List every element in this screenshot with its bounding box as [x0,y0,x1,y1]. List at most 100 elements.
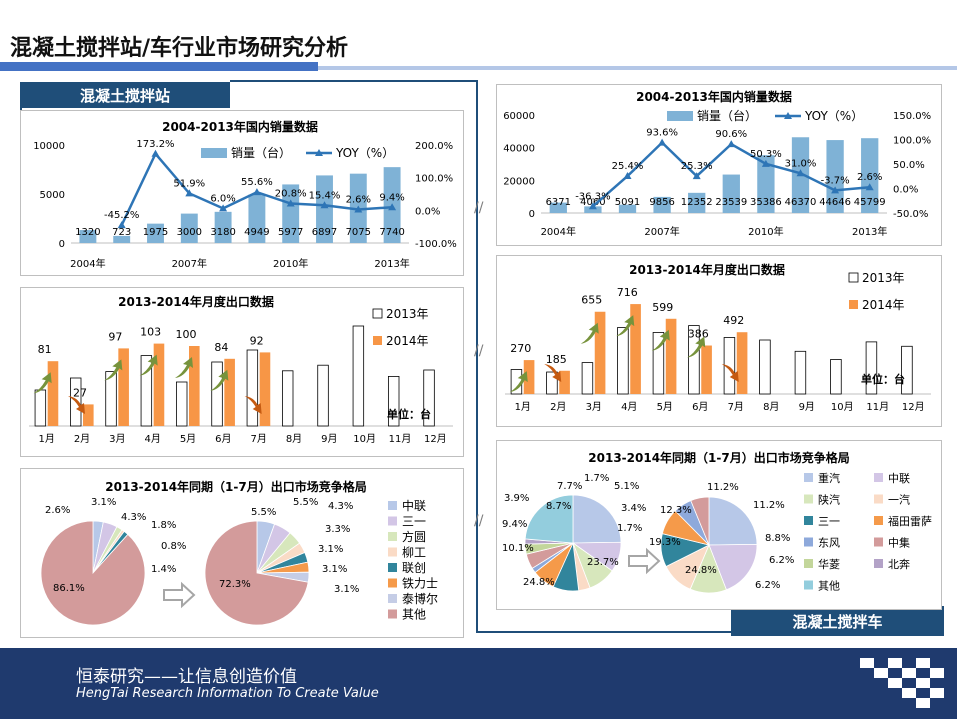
legend-label: 铁力士 [402,577,438,591]
bar-2013 [34,389,47,427]
break-mark: // [474,343,484,359]
trend-arrow-down [68,396,85,414]
yoy-value-label: 6.0% [210,193,235,204]
yoy-point [831,186,840,194]
pie-value-label: 4.3% [328,501,353,512]
bar-value-label: 81 [38,343,52,356]
bar-value-label: 12352 [681,197,713,208]
y2-tick-label: 0.0% [893,185,918,196]
y-tick-label: 20000 [503,176,535,187]
x-tick-label: 2007年 [172,257,207,270]
pie-value-label: 3.9% [504,493,529,504]
chart-title: 2004-2013年国内销量数据 [636,89,792,104]
bar-value-label: 100 [176,328,197,341]
y2-tick-label: 100.0% [415,174,453,185]
bar [113,235,131,243]
pie-value-label: 86.1% [53,583,85,594]
yoy-point [727,140,736,148]
yoy-value-label: 25.3% [681,161,713,172]
x-tick-label: 7月 [728,401,744,413]
legend-label: 陕汽 [818,493,840,507]
x-tick-label: 2月 [550,401,566,413]
bar-2013 [546,371,558,395]
footer-slogan-cn: 恒泰研究——让信息创造价值 [76,667,297,687]
bar-value-label: 23539 [715,197,747,208]
legend-label: 福田雷萨 [888,514,932,528]
legend-swatch [388,532,397,541]
y2-tick-label: -50.0% [893,209,928,220]
trend-arrow-down [544,364,562,382]
trend-arrow-up [580,322,599,344]
panel-station-domestic: 2004-2013年国内销量数据 0 5000 10000 -100.0% 0.0% 100… [20,110,464,276]
y2-tick-label: 150.0% [893,111,931,122]
pie-value-label: 2.6% [45,505,70,516]
pie-slice [40,520,146,626]
x-tick-label: 12月 [424,433,447,445]
bar [248,194,266,243]
pie-value-label: 3.1% [318,544,343,555]
yoy-value-label: 20.8% [275,189,307,200]
pie-value-label: 11.2% [753,500,785,511]
bar-value-label: 84 [214,341,228,354]
title-bar-line [318,66,957,70]
legend-swatch [804,516,813,525]
bar-value-label: 46370 [785,197,817,208]
chart-station-share: 2013-2014年同期（1-7月）出口市场竞争格局 2.6% 3.1% 4.3% 1.… [40,479,438,626]
legend-swatch-2013 [372,308,383,319]
legend-label: 2013年 [862,271,905,285]
legend-label: 其他 [818,580,840,593]
yoy-point [796,169,805,177]
pie-value-label: 72.3% [219,579,251,590]
bar-2013 [246,349,259,427]
bar-2013 [617,327,629,395]
pie-value-label: 19.3% [649,537,681,548]
legend-label: 东风 [818,537,840,550]
yoy-value-label: 25.4% [612,161,644,172]
bar-2013 [281,370,294,427]
y2-tick-label: -100.0% [415,239,457,250]
legend-swatch [874,537,883,547]
trend-arrow-down [244,396,262,414]
bar-value-label: 9856 [649,197,674,208]
pie-value-label: 23.7% [587,557,619,568]
legend-label: 三一 [818,515,840,528]
pie-slice [690,496,710,546]
bar [549,202,567,213]
y-tick-label: 10000 [33,141,65,152]
x-tick-label: 5月 [657,401,673,413]
bar-2013 [581,362,594,395]
yoy-value-label: 93.6% [646,128,678,139]
y2-tick-label: 100.0% [893,136,931,147]
bar-2013 [105,371,117,427]
legend-label: 一汽 [888,493,910,507]
bar [316,175,333,243]
bar-value-label: 1975 [143,227,168,238]
bar-value-label: 7075 [346,227,371,238]
footer-band [0,648,957,719]
y-tick-label: 40000 [503,144,535,155]
legend-swatch [388,578,397,588]
trend-arrow-up [210,369,229,391]
pie-value-label: 1.7% [617,523,642,534]
legend-label: 销量（台） [231,145,291,160]
y-tick-label: 0 [529,209,535,220]
bar-2013 [317,364,329,427]
x-tick-label: 2013年 [852,225,887,238]
panel-truck-domestic: 2004-2013年国内销量数据 0 20000 40000 60000 -50.0% 0.… [496,84,942,246]
legend-label: 华菱 [818,557,840,571]
x-tick-label: 3月 [586,401,602,413]
bar [757,155,775,213]
bar-2014 [701,345,712,394]
pie-value-label: 24.8% [523,577,555,588]
bar-2014 [594,311,606,394]
yoy-point [865,183,874,191]
bar-2013 [688,325,700,395]
legend-swatch [874,494,883,504]
bar-2014 [153,343,165,426]
bar-value-label: 716 [617,286,638,299]
trend-arrow-up [104,359,123,381]
page-title: 混凝土搅拌站/车行业市场研究分析 [10,36,349,61]
unit-note: 单位：台 [861,372,905,386]
bar-value-label: 723 [112,227,131,238]
bar-value-label: 1320 [75,227,100,238]
